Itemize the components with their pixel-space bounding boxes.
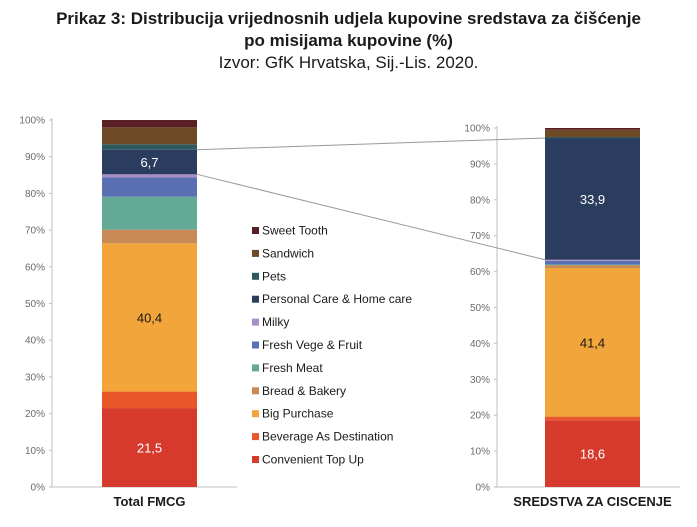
bar-segment-milky: [102, 174, 197, 178]
bar-segment-big-purchase: [102, 243, 197, 392]
chart-source: Izvor: GfK Hrvatska, Sij.-Lis. 2020.: [218, 53, 479, 72]
legend-label-big-purchase: Big Purchase: [262, 407, 334, 421]
bar-segment-sandwich: [545, 129, 640, 137]
bar-segment-sandwich: [102, 127, 197, 145]
connector-line-top: [196, 137, 546, 151]
legend-label-fresh-vege-fruit: Fresh Vege & Fruit: [262, 338, 363, 352]
y-tick-label: 40%: [25, 336, 45, 347]
y-tick-label: 40%: [470, 339, 490, 350]
bar-segment-personal-care-home-care: [102, 149, 197, 175]
legend-swatch-convenient-top-up: [252, 456, 259, 463]
bar-segment-convenient-top-up: [102, 408, 197, 487]
legend-label-bread-bakery: Bread & Bakery: [262, 384, 346, 398]
data-label: 18,6: [580, 447, 605, 462]
legend-swatch-sweet-tooth: [252, 227, 259, 234]
bar-segment-fresh-vege-fruit: [545, 260, 640, 265]
y-tick-label: 20%: [470, 411, 490, 422]
bar-segment-personal-care-home-care: [545, 138, 640, 260]
bar-segment-bread-bakery: [545, 265, 640, 269]
legend-label-personal-care-home-care: Personal Care & Home care: [262, 292, 412, 306]
y-tick-label: 10%: [470, 447, 490, 458]
y-tick-label: 30%: [25, 372, 45, 383]
y-tick-label: 70%: [470, 231, 490, 242]
data-label: 41,4: [580, 335, 605, 350]
bar-segment-beverage-as-destination: [102, 391, 197, 409]
bar-segment-sweet-tooth: [545, 128, 640, 130]
y-tick-label: 100%: [464, 124, 490, 135]
y-tick-label: 100%: [19, 116, 45, 127]
bar-segment-pets: [545, 136, 640, 139]
bar-segment-beverage-as-destination: [545, 416, 640, 421]
y-tick-label: 20%: [25, 409, 45, 420]
y-tick-label: 30%: [470, 375, 490, 386]
bar-segment-sweet-tooth: [102, 120, 197, 128]
y-tick-label: 0%: [476, 483, 491, 494]
bar-segment-fresh-vege-fruit: [102, 177, 197, 197]
legend-swatch-fresh-vege-fruit: [252, 341, 259, 349]
legend-swatch-sandwich: [252, 249, 259, 257]
bar-segment-convenient-top-up: [545, 420, 640, 487]
data-label: 21,5: [137, 441, 162, 456]
y-tick-label: 10%: [25, 446, 45, 457]
legend-label-convenient-top-up: Convenient Top Up: [262, 453, 364, 467]
y-tick-label: 70%: [25, 226, 45, 237]
data-label: 40,4: [137, 310, 162, 325]
legend-label-milky: Milky: [262, 315, 289, 329]
legend-swatch-bread-bakery: [252, 387, 259, 395]
legend-swatch-pets: [252, 272, 259, 280]
legend-swatch-milky: [252, 318, 259, 326]
bar-segment-bread-bakery: [102, 229, 197, 244]
y-tick-label: 0%: [31, 483, 46, 494]
category-label: Total FMCG: [114, 494, 186, 509]
y-tick-label: 50%: [25, 299, 45, 310]
legend-swatch-fresh-meat: [252, 364, 259, 372]
connector-line-bottom: [196, 173, 546, 261]
legend-label-sandwich: Sandwich: [262, 246, 314, 260]
legend-swatch-personal-care-home-care: [252, 295, 259, 303]
y-tick-label: 60%: [25, 262, 45, 273]
y-tick-label: 90%: [470, 159, 490, 170]
data-label: 33,9: [580, 192, 605, 207]
y-tick-label: 50%: [470, 303, 490, 314]
chart-title-line2: po misijama kupovine (%): [244, 31, 453, 50]
legend-label-beverage-as-destination: Beverage As Destination: [262, 430, 393, 444]
legend-label-fresh-meat: Fresh Meat: [262, 361, 323, 375]
legend-swatch-beverage-as-destination: [252, 433, 259, 441]
legend-label-pets: Pets: [262, 269, 286, 283]
y-tick-label: 80%: [25, 189, 45, 200]
bar-segment-milky: [545, 259, 640, 261]
bar-segment-fresh-meat: [545, 264, 640, 266]
data-label: 6,7: [140, 155, 158, 170]
y-tick-label: 80%: [470, 195, 490, 206]
legend-label-sweet-tooth: Sweet Tooth: [262, 224, 328, 238]
category-label: SREDSTVA ZA CISCENJE: [513, 494, 672, 509]
bar-segment-big-purchase: [545, 268, 640, 417]
chart-title-line1: Prikaz 3: Distribucija vrijednosnih udje…: [56, 9, 641, 28]
chart-heading: Prikaz 3: Distribucija vrijednosnih udje…: [0, 8, 697, 74]
legend-swatch-big-purchase: [252, 410, 259, 418]
bar-segment-fresh-meat: [102, 196, 197, 230]
bar-segment-pets: [102, 144, 197, 150]
y-tick-label: 60%: [470, 267, 490, 278]
y-tick-label: 90%: [25, 152, 45, 163]
